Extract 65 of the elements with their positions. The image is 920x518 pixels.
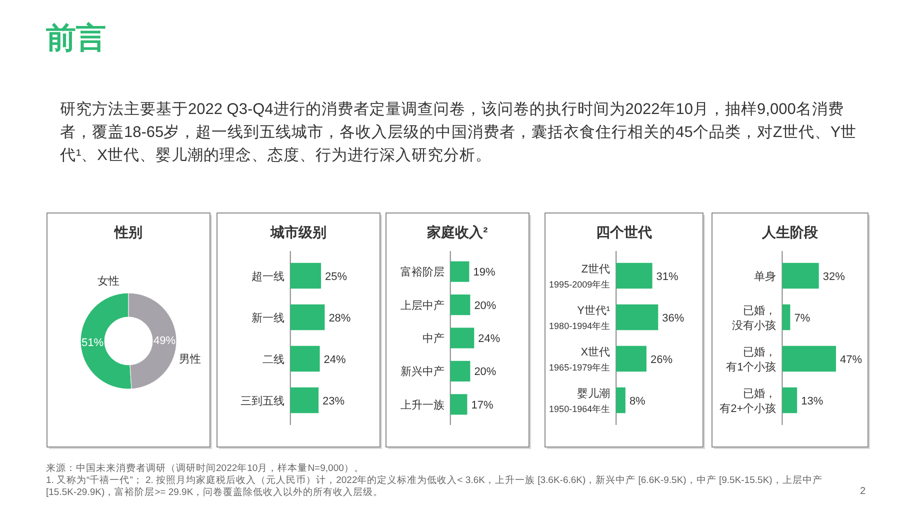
- data-label: 20%: [474, 300, 496, 312]
- text: 1. 又称为“千禧一代”； 2. 按照月均家庭税后收入（元人民币）计，2022年的定义标准为低收入< 3.6K，上升一族 [3.6K-6.6K)，新兴中产 [6.6K-9.5K)，中产 [9.5K-15.5K)，上层中产 [15.5K-29.9K)，富裕阶层>= 29.9K，问卷覆盖除低收入以外的所有收入层级。: [46, 475, 824, 499]
- bar: [290, 346, 320, 372]
- y-tick-label: Z世代 1995-2009年生: [549, 262, 610, 290]
- y-tick-label: 婴儿潮 1950-1964年生: [549, 386, 610, 414]
- data-label: 8%: [629, 395, 646, 408]
- y-tick-label: 新兴中产: [400, 365, 444, 378]
- y-tick-label: 已婚，有1个小孩: [726, 346, 776, 374]
- y-tick-label: 二线: [262, 352, 284, 366]
- data-label: 17%: [471, 399, 494, 412]
- y-tick-label: 超一线: [251, 270, 284, 283]
- data-label: 32%: [822, 270, 846, 283]
- data-label: 23%: [322, 395, 345, 408]
- bar: [290, 387, 319, 414]
- bar: [616, 262, 652, 289]
- chart-title: 人生阶段: [761, 224, 819, 240]
- bar: [782, 346, 836, 372]
- bar: [450, 394, 468, 415]
- text: 研究方法主要基于2022 Q3-Q4进行的消费者定量调查问卷，该问卷的执行时间为2022年10月，抽样9,000名消费者，覆盖18-65岁，超一线到五线城市，各收入层级的中国消费者，囊括衣食住行相关的45个品类，对Z世代、Y世代¹、X世代、婴儿潮的理念、态度、行为进行深入研究分析。: [60, 100, 858, 166]
- y-tick-label: 上层中产: [400, 298, 444, 312]
- bar: [782, 387, 798, 414]
- chart-title: 家庭收入²: [426, 224, 488, 240]
- source-note: 来源：中国未来消费者调研（调研时间2022年10月，样本量N=9,000）。: [46, 463, 365, 475]
- y-tick-label: 已婚，没有小孩: [732, 304, 776, 332]
- chart-title: 四个世代: [596, 224, 652, 240]
- y-tick-label: 单身: [754, 270, 776, 283]
- y-tick-label: 中产: [422, 332, 444, 345]
- bar: [616, 304, 658, 330]
- y-tick-label: 新一线: [251, 311, 284, 324]
- y-tick-label: 已婚，有2+个小孩: [720, 388, 776, 415]
- bar: [450, 294, 470, 316]
- data-label: 47%: [840, 354, 862, 366]
- data-label: 36%: [662, 312, 684, 324]
- text: 2: [860, 486, 866, 497]
- text: 前言: [46, 21, 106, 57]
- data-label: 25%: [325, 270, 348, 283]
- y-tick-label: Y世代¹ 1980-1994年生: [549, 304, 610, 331]
- bar: [450, 328, 474, 348]
- slice-label: 女性: [97, 275, 120, 288]
- data-label: 7%: [794, 312, 810, 324]
- data-label: 24%: [324, 354, 346, 366]
- data-label: 51%: [82, 337, 104, 350]
- bar: [450, 360, 470, 382]
- data-label: 26%: [650, 354, 673, 366]
- data-label: 20%: [474, 366, 496, 378]
- bar: [616, 387, 626, 414]
- bar: [782, 304, 790, 330]
- slice-label: 男性: [179, 353, 202, 366]
- y-tick-label: 上升一族: [400, 398, 444, 412]
- chart-title: 城市级别: [270, 224, 326, 240]
- bar: [290, 304, 325, 330]
- data-label: 13%: [801, 395, 824, 408]
- y-tick-label: 三到五线: [240, 394, 284, 408]
- y-tick-label: X世代 1965-1979年生: [549, 345, 610, 372]
- chart-title: 性别: [114, 224, 142, 240]
- bar: [290, 262, 322, 289]
- data-label: 24%: [478, 333, 500, 345]
- bar: [782, 262, 819, 289]
- bar: [616, 346, 646, 372]
- data-label: 19%: [473, 266, 496, 279]
- bar: [450, 261, 470, 282]
- data-label: 31%: [656, 270, 679, 283]
- data-label: 28%: [328, 312, 351, 324]
- data-label: 49%: [153, 334, 176, 347]
- y-tick-label: 富裕阶层: [400, 266, 444, 279]
